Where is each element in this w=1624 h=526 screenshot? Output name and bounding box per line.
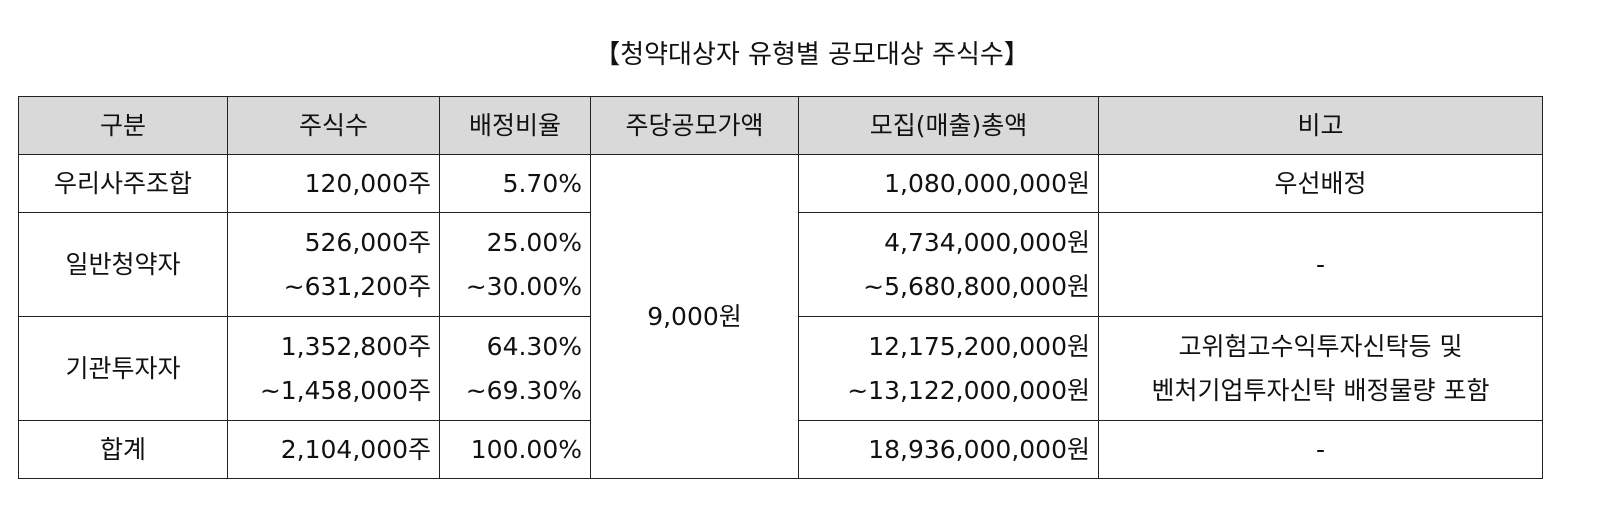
ratio-cell: 100.00% xyxy=(439,420,591,479)
shares-cell: 2,104,000주 xyxy=(227,420,440,479)
shares-value: 120,000주 xyxy=(304,168,431,198)
allocation-table: 구분 주식수 배정비율 주당공모가액 모집(매출)총액 비고 우리사주조합 12… xyxy=(18,96,1543,479)
total-value: 12,175,200,000원 xyxy=(868,331,1090,361)
header-row: 구분 주식수 배정비율 주당공모가액 모집(매출)총액 비고 xyxy=(18,96,1543,155)
table-row: 일반청약자 526,000주 ~631,200주 25.00% ~30.00% … xyxy=(18,212,1543,317)
note-cell: 우선배정 xyxy=(1098,154,1543,213)
ratio-value: 100.00% xyxy=(470,434,582,464)
note-value: - xyxy=(1315,249,1326,279)
note-cell: - xyxy=(1098,420,1543,479)
total-value: 18,936,000,000원 xyxy=(868,434,1090,464)
header-shares: 주식수 xyxy=(227,96,440,155)
table-title: 【청약대상자 유형별 공모대상 주식수】 xyxy=(594,40,1030,70)
total-cell: 18,936,000,000원 xyxy=(798,420,1099,479)
table-row-total: 합계 2,104,000주 100.00% 18,936,000,000원 - xyxy=(18,420,1543,479)
total-value: 1,080,000,000원 xyxy=(884,168,1090,198)
shares-value: ~1,458,000주 xyxy=(259,375,431,405)
shares-value: 2,104,000주 xyxy=(280,434,431,464)
total-cell: 1,080,000,000원 xyxy=(798,154,1099,213)
header-total: 모집(매출)총액 xyxy=(798,96,1099,155)
total-value: ~13,122,000,000원 xyxy=(847,375,1090,405)
shares-value: ~631,200주 xyxy=(283,271,431,301)
ratio-value: ~30.00% xyxy=(465,271,582,301)
shares-cell: 1,352,800주 ~1,458,000주 xyxy=(227,316,440,421)
note-cell: - xyxy=(1098,212,1543,317)
note-value: - xyxy=(1315,434,1326,464)
header-category: 구분 xyxy=(18,96,228,155)
category-cell: 기관투자자 xyxy=(18,316,228,421)
total-cell: 12,175,200,000원 ~13,122,000,000원 xyxy=(798,316,1099,421)
table-row: 우리사주조합 120,000주 5.70% 9,000원 1,080,000,0… xyxy=(18,154,1543,479)
shares-cell: 120,000주 xyxy=(227,154,440,213)
shares-cell: 526,000주 ~631,200주 xyxy=(227,212,440,317)
total-value: 4,734,000,000원 xyxy=(884,227,1090,257)
category-cell: 합계 xyxy=(18,420,228,479)
header-ratio: 배정비율 xyxy=(439,96,591,155)
shares-value: 1,352,800주 xyxy=(280,331,431,361)
category-cell: 일반청약자 xyxy=(18,212,228,317)
note-value: 우선배정 xyxy=(1274,168,1367,198)
note-value: 고위험고수익투자신탁등 및 xyxy=(1178,331,1463,361)
note-value: 벤처기업투자신탁 배정물량 포함 xyxy=(1151,375,1490,405)
ratio-value: ~69.30% xyxy=(465,375,582,405)
ratio-value: 5.70% xyxy=(502,168,582,198)
header-price: 주당공모가액 xyxy=(590,96,799,155)
header-note: 비고 xyxy=(1098,96,1543,155)
table-row: 기관투자자 1,352,800주 ~1,458,000주 64.30% ~69.… xyxy=(18,316,1543,421)
ratio-cell: 5.70% xyxy=(439,154,591,213)
ratio-value: 64.30% xyxy=(486,331,582,361)
total-cell: 4,734,000,000원 ~5,680,800,000원 xyxy=(798,212,1099,317)
ratio-value: 25.00% xyxy=(486,227,582,257)
shares-value: 526,000주 xyxy=(304,227,431,257)
ratio-cell: 64.30% ~69.30% xyxy=(439,316,591,421)
total-value: ~5,680,800,000원 xyxy=(863,271,1090,301)
note-cell: 고위험고수익투자신탁등 및 벤처기업투자신탁 배정물량 포함 xyxy=(1098,316,1543,421)
ratio-cell: 25.00% ~30.00% xyxy=(439,212,591,317)
price-cell: 9,000원 xyxy=(590,154,799,479)
category-cell: 우리사주조합 xyxy=(18,154,228,213)
